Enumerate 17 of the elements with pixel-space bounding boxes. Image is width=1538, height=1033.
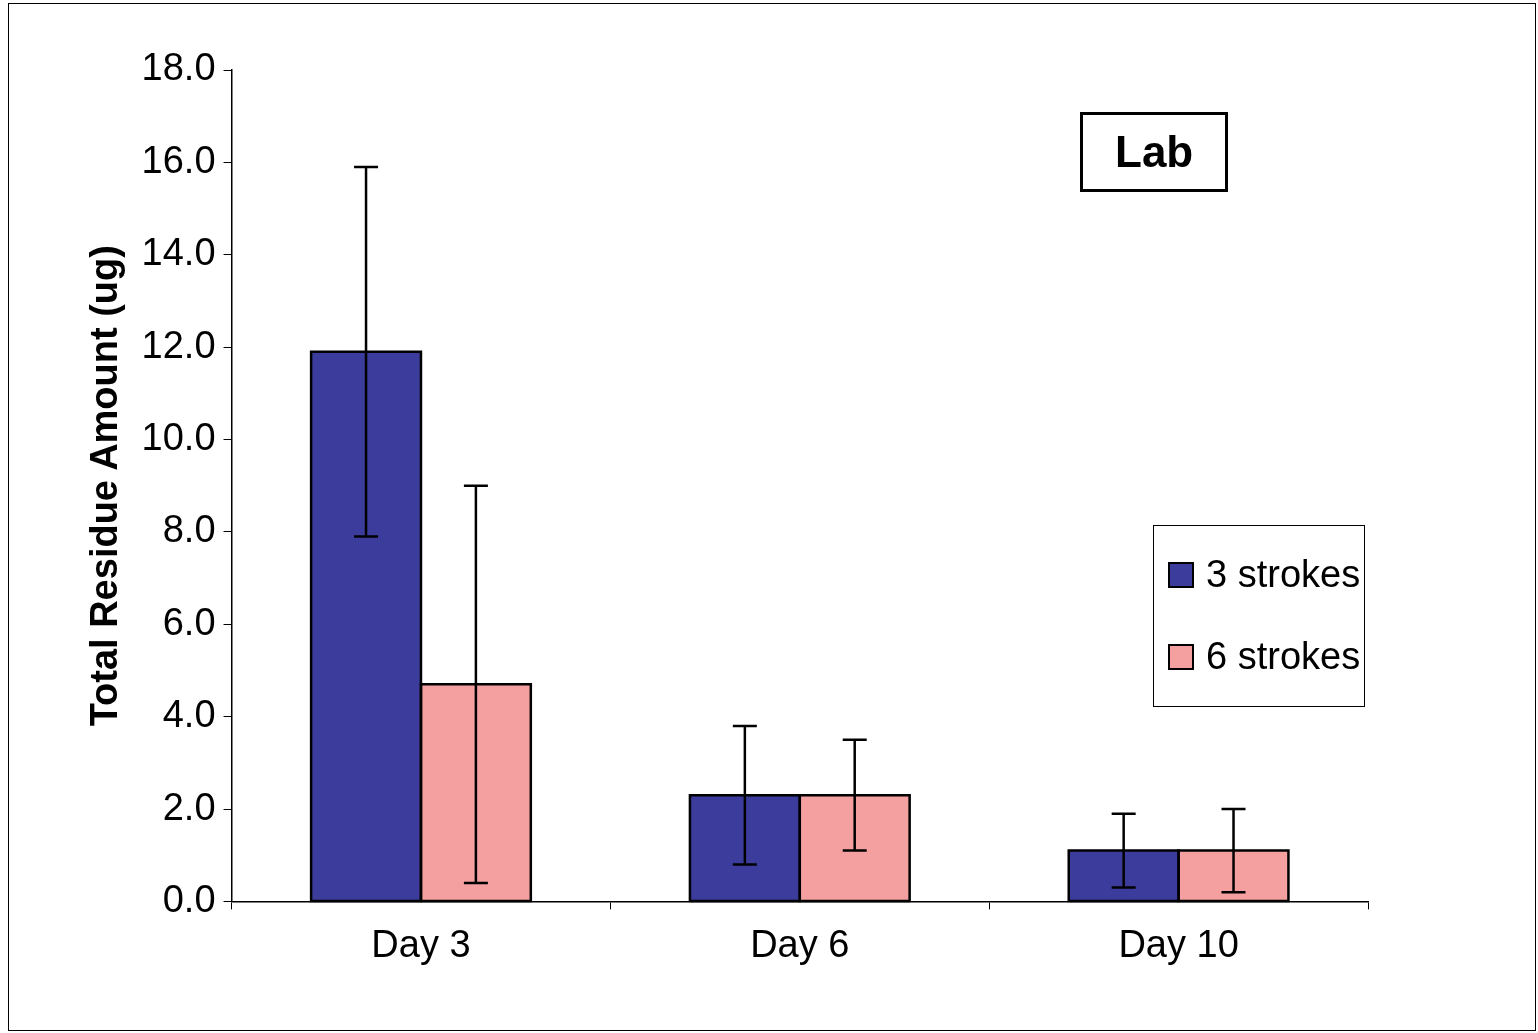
y-tick-label: 18.0	[141, 46, 216, 89]
y-tick-label: 4.0	[162, 693, 216, 736]
y-tick-label: 8.0	[162, 508, 216, 551]
legend-label: 3 strokes	[1206, 553, 1361, 597]
legend-label: 6 strokes	[1206, 635, 1361, 679]
annotation: Lab	[1080, 112, 1229, 192]
x-tick-label: Day 3	[371, 922, 471, 965]
y-tick-label: 14.0	[141, 231, 216, 274]
y-tick-label: 0.0	[162, 877, 216, 920]
y-axis-title: Total Residue Amount (ug)	[83, 245, 126, 727]
y-tick-label: 10.0	[141, 416, 216, 458]
y-tick-label: 12.0	[141, 323, 216, 366]
y-tick-label: 16.0	[141, 138, 216, 181]
y-tick-label: 6.0	[162, 600, 216, 643]
x-tick-label: Day 6	[750, 922, 850, 965]
y-tick-label: 2.0	[162, 785, 216, 828]
x-tick-label: Day 10	[1118, 922, 1239, 965]
